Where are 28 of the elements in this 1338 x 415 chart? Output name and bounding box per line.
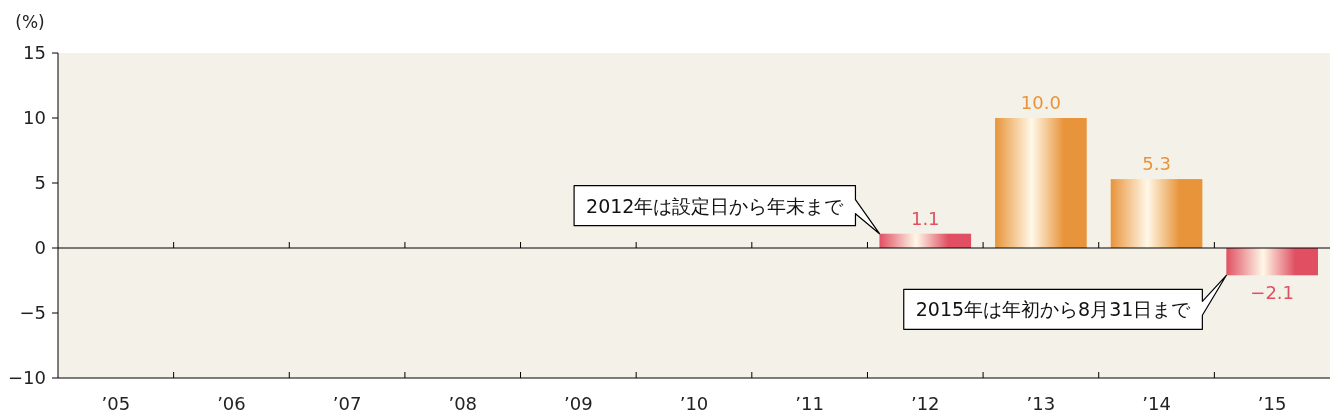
y-tick-label: 10 xyxy=(23,107,46,128)
annotation: 2015年は年初から8月31日まで xyxy=(915,298,1192,321)
y-tick-label: 5 xyxy=(34,172,46,193)
y-tick-label: −5 xyxy=(19,302,46,323)
x-tick-label: ’14 xyxy=(1142,393,1171,414)
x-tick-label: ’12 xyxy=(910,393,940,414)
x-tick-label: ’11 xyxy=(795,393,824,414)
data-label: 10.0 xyxy=(1020,92,1061,113)
data-label: 5.3 xyxy=(1142,153,1171,175)
bar xyxy=(995,118,1087,248)
x-tick-label: ’05 xyxy=(101,393,131,414)
x-tick-label: ’06 xyxy=(217,393,246,414)
data-label: −2.1 xyxy=(1250,282,1295,304)
x-tick-label: ’09 xyxy=(564,393,593,414)
y-tick-label: 15 xyxy=(23,42,46,63)
y-axis-title: (%) xyxy=(15,12,45,32)
y-tick-label: −10 xyxy=(8,367,46,388)
y-tick-label: 0 xyxy=(34,237,46,258)
data-label: 1.1 xyxy=(910,207,940,229)
bar xyxy=(879,233,972,248)
bar xyxy=(1226,248,1318,276)
x-tick-label: ’07 xyxy=(332,393,362,414)
bar xyxy=(1110,179,1203,248)
x-tick-label: ’15 xyxy=(1257,393,1287,414)
x-tick-label: ’13 xyxy=(1026,393,1056,414)
x-tick-label: ’10 xyxy=(679,393,709,414)
x-tick-label: ’08 xyxy=(448,393,478,414)
annotation: 2012年は設定日から年末まで xyxy=(586,194,845,217)
